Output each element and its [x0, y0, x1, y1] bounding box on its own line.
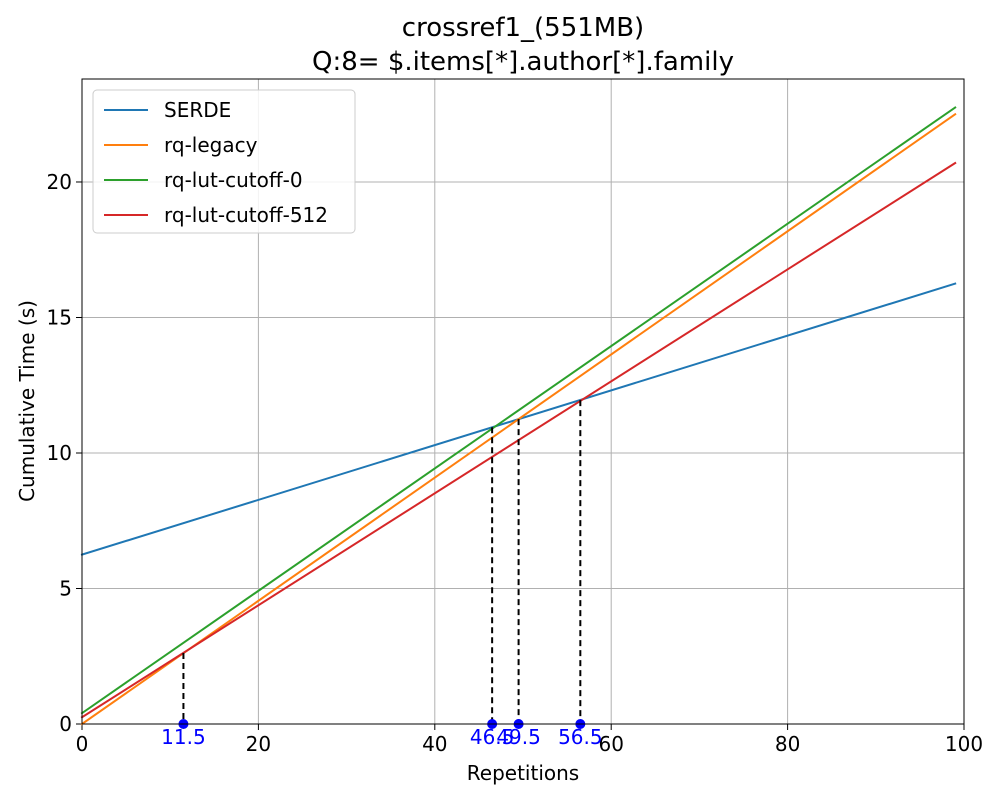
legend-label: SERDE	[164, 98, 231, 122]
legend-box	[92, 89, 356, 234]
series-line-rq-lut-cutoff-0	[80, 106, 957, 715]
crossover-label: 11.5	[161, 725, 206, 749]
x-axis-label: Repetitions	[467, 761, 579, 785]
y-tick-label: 0	[59, 712, 72, 736]
x-tick-label: 40	[422, 732, 447, 756]
x-tick-label: 80	[775, 732, 800, 756]
crossover-label: 56.5	[558, 725, 603, 749]
crossover-markers: 11.5 46.549.5 56.5	[161, 400, 603, 749]
x-tick-label: 60	[598, 732, 623, 756]
y-axis-label: Cumulative Time (s)	[15, 300, 39, 502]
legend-label: rq-lut-cutoff-512	[164, 203, 328, 227]
x-tick-label: 20	[246, 732, 271, 756]
x-tick-label: 0	[76, 732, 89, 756]
plot-frame	[81, 78, 965, 725]
legend: SERDE rq-legacy rq-lut-cutoff-0 rq-lut-cuto…	[92, 89, 356, 234]
crossover-label: 46.5	[470, 725, 515, 749]
legend-label: rq-legacy	[164, 133, 258, 157]
crossover-label: 49.5	[496, 725, 541, 749]
y-tick-label: 15	[47, 305, 72, 329]
axis-ticks: 0 20 40 60 80 100 0 5 10 15 20	[47, 170, 984, 756]
chart-title-line1: crossref1_(551MB)	[402, 13, 644, 43]
y-tick-label: 5	[59, 576, 72, 600]
legend-label: rq-lut-cutoff-0	[164, 168, 303, 192]
x-tick-label: 100	[945, 732, 983, 756]
chart-title-line2: Q:8= $.items[*].author[*].family	[312, 47, 734, 77]
y-tick-label: 10	[47, 441, 72, 465]
y-tick-label: 20	[47, 170, 72, 194]
